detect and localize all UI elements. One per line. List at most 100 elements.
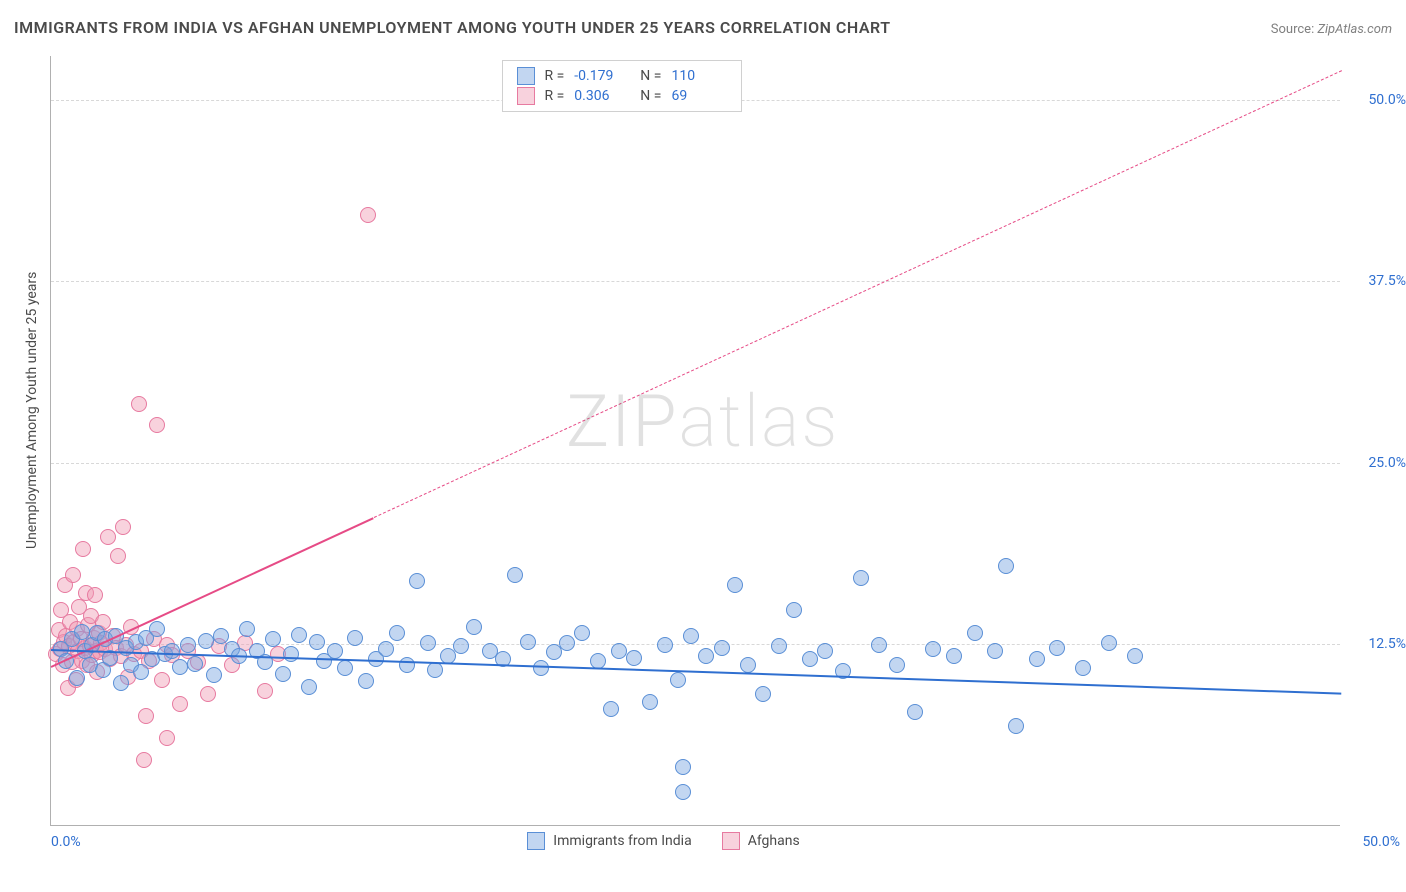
data-point (657, 637, 673, 653)
data-point (113, 675, 129, 691)
data-point (301, 679, 317, 695)
data-point (187, 656, 203, 672)
data-point (998, 558, 1014, 574)
data-point (136, 752, 152, 768)
data-point (727, 577, 743, 593)
data-point (239, 621, 255, 637)
data-point (138, 708, 154, 724)
data-point (360, 207, 376, 223)
data-point (853, 570, 869, 586)
data-point (87, 587, 103, 603)
data-point (275, 666, 291, 682)
data-point (1049, 640, 1065, 656)
scatter-plot: 12.5%25.0%37.5%50.0%0.0%50.0% (50, 56, 1340, 826)
data-point (520, 634, 536, 650)
data-point (626, 650, 642, 666)
gridline (51, 463, 1340, 464)
title-bar: IMMIGRANTS FROM INDIA VS AFGHAN UNEMPLOY… (14, 18, 1392, 37)
data-point (378, 641, 394, 657)
legend-series-label: Immigrants from India (553, 833, 691, 849)
data-point (642, 694, 658, 710)
data-point (115, 519, 131, 535)
gridline (51, 281, 1340, 282)
data-point (291, 627, 307, 643)
data-point (714, 640, 730, 656)
data-point (149, 417, 165, 433)
data-point (164, 643, 180, 659)
data-point (817, 643, 833, 659)
legend-series: Immigrants from India Afghans (527, 832, 799, 850)
legend-series-item: Immigrants from India (527, 832, 691, 850)
trend-line (51, 649, 1341, 695)
data-point (533, 660, 549, 676)
legend-swatch (527, 832, 545, 850)
n-label: N = (640, 68, 661, 84)
data-point (206, 667, 222, 683)
r-value: -0.179 (574, 68, 630, 84)
data-point (389, 625, 405, 641)
data-point (670, 672, 686, 688)
data-point (100, 529, 116, 545)
data-point (149, 621, 165, 637)
data-point (327, 643, 343, 659)
data-point (771, 638, 787, 654)
legend-series-label: Afghans (748, 833, 800, 849)
data-point (871, 637, 887, 653)
y-axis-title: Unemployment Among Youth under 25 years (24, 271, 40, 548)
y-tick-label: 50.0% (1346, 92, 1406, 108)
data-point (925, 641, 941, 657)
data-point (603, 701, 619, 717)
data-point (409, 573, 425, 589)
legend-correlation-row: R =-0.179N =110 (517, 67, 728, 85)
data-point (200, 686, 216, 702)
data-point (358, 673, 374, 689)
data-point (683, 628, 699, 644)
data-point (198, 633, 214, 649)
data-point (675, 759, 691, 775)
chart-title: IMMIGRANTS FROM INDIA VS AFGHAN UNEMPLOY… (14, 18, 891, 37)
data-point (967, 625, 983, 641)
data-point (347, 630, 363, 646)
legend-swatch (722, 832, 740, 850)
data-point (1127, 648, 1143, 664)
data-point (154, 672, 170, 688)
data-point (337, 660, 353, 676)
data-point (257, 683, 273, 699)
data-point (1008, 718, 1024, 734)
data-point (611, 643, 627, 659)
data-point (265, 631, 281, 647)
data-point (1029, 651, 1045, 667)
x-min-label: 0.0% (51, 834, 81, 850)
data-point (133, 664, 149, 680)
n-label: N = (640, 88, 661, 104)
source-label: Source: ZipAtlas.com (1271, 22, 1392, 37)
data-point (559, 635, 575, 651)
data-point (172, 659, 188, 675)
legend-correlation-row: R =0.306N =69 (517, 87, 728, 105)
x-max-label: 50.0% (1340, 834, 1400, 850)
data-point (1075, 660, 1091, 676)
source-link[interactable]: ZipAtlas.com (1317, 22, 1392, 37)
data-point (69, 670, 85, 686)
data-point (466, 619, 482, 635)
data-point (574, 625, 590, 641)
legend-series-item: Afghans (722, 832, 800, 850)
data-point (453, 638, 469, 654)
data-point (889, 657, 905, 673)
data-point (172, 696, 188, 712)
source-prefix: Source: (1271, 22, 1318, 37)
legend-correlation: R =-0.179N =110R =0.306N =69 (502, 60, 743, 112)
data-point (420, 635, 436, 651)
data-point (399, 657, 415, 673)
data-point (740, 657, 756, 673)
data-point (131, 396, 147, 412)
data-point (802, 651, 818, 667)
y-tick-label: 37.5% (1346, 273, 1406, 289)
y-tick-label: 25.0% (1346, 455, 1406, 471)
data-point (1101, 635, 1117, 651)
data-point (698, 648, 714, 664)
data-point (110, 548, 126, 564)
trend-line (373, 71, 1341, 519)
y-tick-label: 12.5% (1346, 636, 1406, 652)
n-value: 69 (671, 88, 727, 104)
